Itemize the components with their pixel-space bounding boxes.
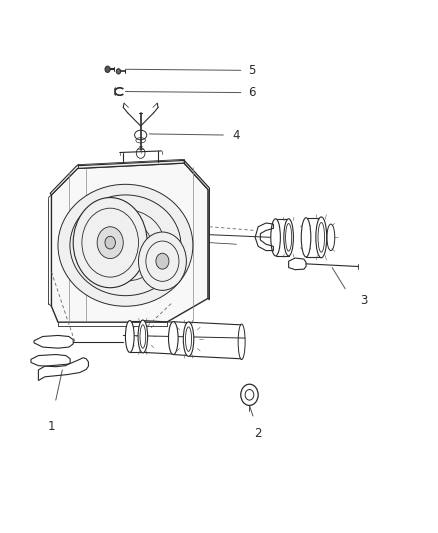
Circle shape (105, 236, 116, 249)
Ellipse shape (125, 320, 134, 352)
Ellipse shape (284, 219, 293, 256)
Ellipse shape (184, 322, 194, 357)
Ellipse shape (169, 321, 178, 354)
Ellipse shape (138, 320, 148, 353)
Circle shape (73, 198, 147, 288)
Text: 5: 5 (249, 64, 256, 77)
Circle shape (105, 66, 110, 72)
Text: 6: 6 (249, 86, 256, 99)
Circle shape (138, 232, 186, 290)
Text: 4: 4 (232, 128, 240, 141)
Circle shape (156, 253, 169, 269)
Ellipse shape (301, 217, 311, 257)
Text: 1: 1 (48, 420, 55, 433)
Ellipse shape (70, 195, 181, 296)
Polygon shape (50, 160, 208, 195)
Circle shape (97, 227, 123, 259)
Text: 2: 2 (254, 427, 262, 440)
Circle shape (116, 69, 120, 74)
Ellipse shape (316, 217, 327, 258)
Text: 3: 3 (360, 294, 368, 308)
Ellipse shape (58, 184, 193, 306)
Polygon shape (184, 160, 209, 300)
Polygon shape (51, 163, 208, 322)
Ellipse shape (271, 219, 280, 256)
